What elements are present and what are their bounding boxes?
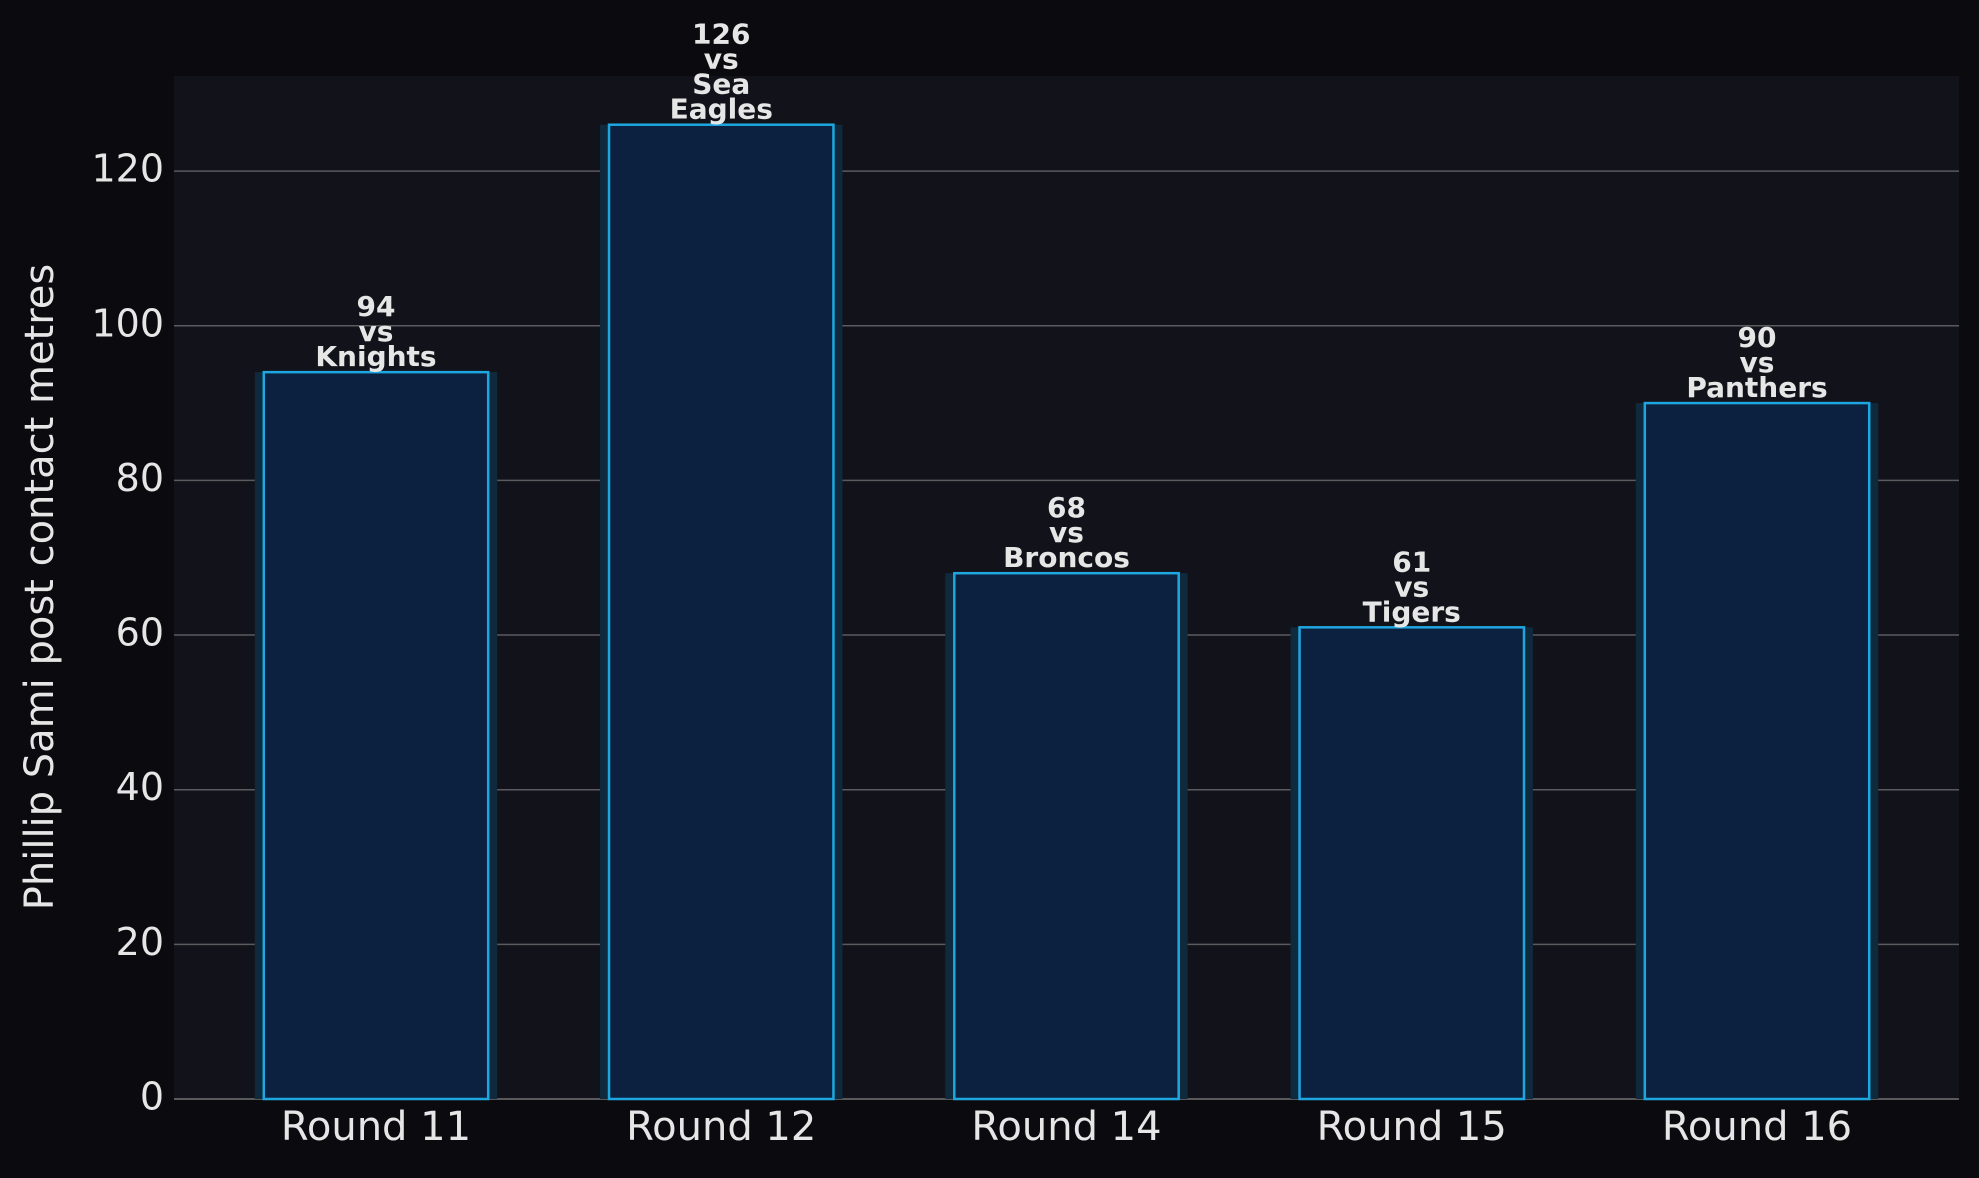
data-label-line: Knights: [315, 340, 436, 373]
data-label: 90 vs Panthers: [1686, 321, 1827, 404]
data-label-line: vs: [359, 315, 394, 348]
bar: [1643, 401, 1871, 1101]
data-label-line: 126: [692, 18, 750, 51]
data-label: 68 vs Broncos: [1003, 491, 1130, 574]
y-tick-label: 80: [116, 456, 164, 500]
data-label-line: Broncos: [1003, 541, 1130, 574]
data-label-line: Panthers: [1686, 371, 1827, 404]
y-tick-label: 100: [91, 301, 164, 345]
bar: [1298, 626, 1526, 1101]
data-label-line: Tigers: [1363, 595, 1461, 628]
y-tick-label: 20: [116, 920, 164, 964]
data-label-line: 61: [1392, 545, 1431, 578]
data-label-line: vs: [1049, 516, 1084, 549]
data-label-line: Sea: [692, 68, 750, 101]
data-label-line: 90: [1738, 321, 1777, 354]
data-label-line: 94: [356, 290, 395, 323]
bar: [953, 571, 1180, 1101]
bar: [262, 370, 490, 1101]
x-tick-label: Round 11: [281, 1104, 471, 1150]
data-label-line: vs: [704, 43, 739, 76]
x-tick-label: Round 15: [1317, 1104, 1507, 1150]
x-tick-label: Round 14: [971, 1104, 1161, 1150]
y-tick-label: 0: [140, 1075, 164, 1119]
y-tick-label: 120: [91, 147, 164, 191]
x-tick-label: Round 12: [626, 1104, 816, 1150]
data-label-line: 68: [1047, 491, 1086, 524]
y-tick-label: 40: [116, 765, 164, 809]
y-axis-label: Phillip Sami post contact metres: [17, 264, 63, 911]
data-label: 94 vs Knights: [315, 290, 436, 373]
data-label: 126 vs Sea Eagles: [670, 18, 773, 126]
y-tick-label: 60: [116, 611, 164, 655]
data-label-line: vs: [1394, 570, 1429, 603]
data-label: 61 vs Tigers: [1363, 545, 1461, 628]
data-label-line: vs: [1740, 346, 1775, 379]
data-label-line: Eagles: [670, 93, 773, 126]
bar: [607, 123, 835, 1101]
x-tick-label: Round 16: [1662, 1104, 1852, 1150]
